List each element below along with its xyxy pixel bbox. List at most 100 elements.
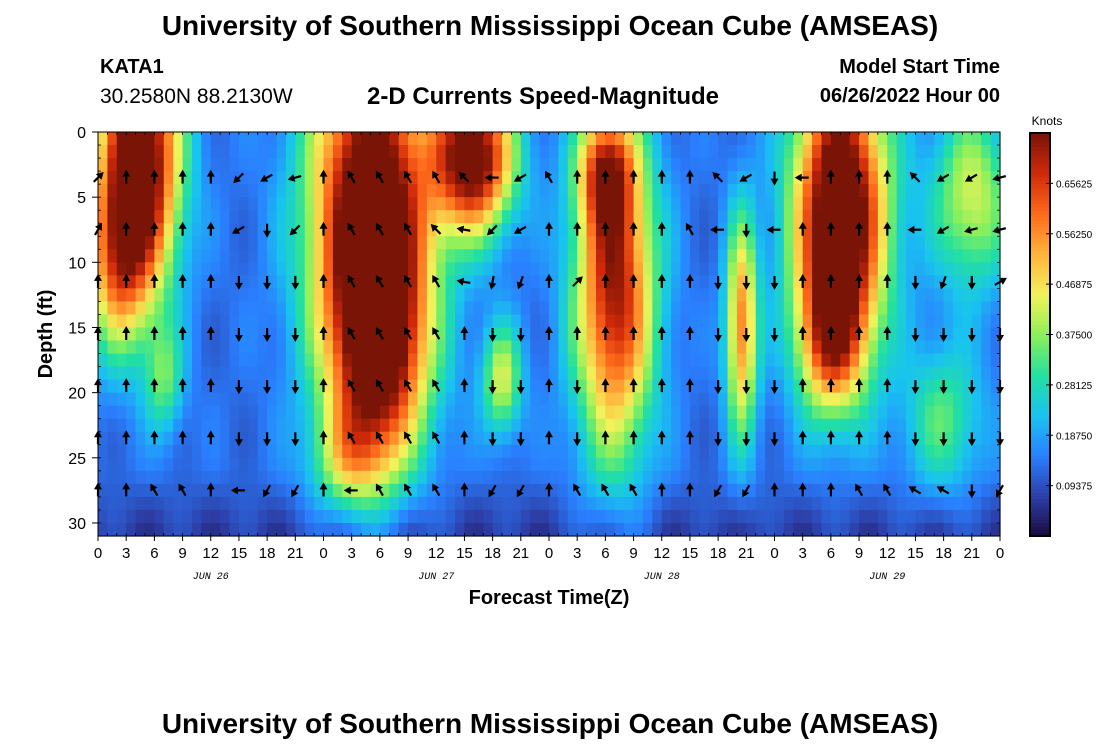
heatmap-cell bbox=[896, 327, 907, 342]
heatmap-cell bbox=[633, 158, 644, 172]
heatmap-cell bbox=[633, 483, 644, 498]
heatmap-cell bbox=[699, 483, 710, 498]
heatmap-cell bbox=[455, 184, 466, 198]
heatmap-cell bbox=[708, 236, 719, 250]
heatmap-cell bbox=[877, 496, 888, 511]
heatmap-cell bbox=[558, 158, 569, 172]
heatmap-cell bbox=[173, 288, 184, 303]
heatmap-cell bbox=[107, 509, 118, 524]
heatmap-cell bbox=[896, 132, 907, 146]
heatmap-cell bbox=[971, 236, 982, 250]
heatmap-cell bbox=[718, 522, 729, 537]
heatmap-cell bbox=[896, 496, 907, 511]
heatmap-cell bbox=[220, 444, 231, 459]
heatmap-cell bbox=[351, 249, 362, 263]
heatmap-cell bbox=[539, 288, 550, 303]
heatmap-cell bbox=[605, 314, 616, 329]
heatmap-cell bbox=[699, 171, 710, 185]
heatmap-cell bbox=[351, 301, 362, 316]
heatmap-cell bbox=[877, 392, 888, 407]
heatmap-cell bbox=[361, 483, 372, 498]
vector-arrow bbox=[573, 221, 582, 236]
heatmap-cell bbox=[398, 184, 409, 198]
station-id: KATA1 bbox=[100, 56, 164, 78]
heatmap-cell bbox=[906, 210, 917, 224]
heatmap-cell bbox=[492, 353, 503, 368]
colorbar-segment bbox=[1030, 314, 1050, 319]
heatmap-cell bbox=[859, 470, 870, 485]
heatmap-cell bbox=[577, 496, 588, 511]
heatmap-cell bbox=[680, 392, 691, 407]
heatmap-cell bbox=[906, 288, 917, 303]
heatmap-cell bbox=[351, 223, 362, 237]
heatmap-cell bbox=[558, 496, 569, 511]
heatmap-cell bbox=[708, 158, 719, 172]
heatmap-cell bbox=[699, 158, 710, 172]
heatmap-cell bbox=[107, 444, 118, 459]
heatmap-cell bbox=[144, 210, 155, 224]
heatmap-cell bbox=[210, 509, 221, 524]
heatmap-cell bbox=[314, 340, 325, 355]
heatmap-cell bbox=[595, 236, 606, 250]
heatmap-cell bbox=[821, 275, 832, 289]
vector-arrow bbox=[907, 225, 922, 234]
vector-arrow bbox=[234, 432, 243, 447]
heatmap-cell bbox=[267, 418, 278, 433]
x-tick-label: 21 bbox=[512, 545, 529, 562]
heatmap-cell bbox=[896, 457, 907, 472]
heatmap-cell bbox=[558, 132, 569, 146]
heatmap-cell bbox=[783, 145, 794, 159]
heatmap-cell bbox=[539, 483, 550, 498]
heatmap-cell bbox=[220, 301, 231, 316]
colorbar-segment bbox=[1030, 425, 1050, 430]
heatmap-cell bbox=[295, 470, 306, 485]
vector-arrow bbox=[486, 224, 498, 236]
heatmap-cell bbox=[624, 327, 635, 342]
heatmap-cell bbox=[426, 197, 437, 211]
heatmap-cell bbox=[549, 262, 559, 276]
heatmap-cell bbox=[182, 236, 193, 250]
vector-arrow bbox=[484, 173, 499, 182]
vector-arrow bbox=[289, 224, 301, 236]
heatmap-cell bbox=[558, 457, 569, 472]
heatmap-cell bbox=[746, 431, 757, 446]
heatmap-cell bbox=[558, 366, 569, 381]
heatmap-cell bbox=[257, 405, 268, 420]
heatmap-cell bbox=[126, 275, 137, 289]
heatmap-cell bbox=[116, 314, 127, 329]
colorbar-segment bbox=[1030, 371, 1050, 376]
heatmap-cell bbox=[285, 431, 296, 446]
vector-arrow bbox=[573, 432, 582, 447]
heatmap-cell bbox=[473, 249, 484, 263]
heatmap-cell bbox=[361, 301, 372, 316]
heatmap-cell bbox=[953, 171, 964, 185]
heatmap-cell bbox=[314, 249, 325, 263]
heatmap-cell bbox=[426, 379, 437, 394]
heatmap-cell bbox=[144, 366, 155, 381]
heatmap-cell bbox=[943, 223, 954, 237]
x-tick-label: 3 bbox=[348, 545, 356, 562]
heatmap-cell bbox=[389, 171, 400, 185]
heatmap-cell bbox=[417, 522, 428, 537]
heatmap-cell bbox=[783, 418, 794, 433]
heatmap-cell bbox=[981, 171, 992, 185]
heatmap-cell bbox=[304, 457, 315, 472]
heatmap-cell bbox=[633, 418, 644, 433]
heatmap-cell bbox=[708, 275, 719, 289]
heatmap-cell bbox=[295, 288, 306, 303]
colorbar-segment bbox=[1030, 509, 1050, 514]
heatmap-cell bbox=[896, 353, 907, 368]
heatmap-cell bbox=[830, 158, 841, 172]
heatmap-cell bbox=[520, 457, 531, 472]
heatmap-cell bbox=[257, 496, 268, 511]
heatmap-cell bbox=[699, 197, 710, 211]
heatmap-cell bbox=[962, 210, 973, 224]
heatmap-cell bbox=[464, 197, 475, 211]
heatmap-cell bbox=[990, 470, 1001, 485]
heatmap-cell bbox=[887, 314, 898, 329]
heatmap-cell bbox=[173, 496, 184, 511]
heatmap-cell bbox=[971, 405, 982, 420]
date-label: JUN 26 bbox=[193, 572, 229, 583]
heatmap-cell bbox=[877, 470, 888, 485]
heatmap-cell bbox=[417, 288, 428, 303]
